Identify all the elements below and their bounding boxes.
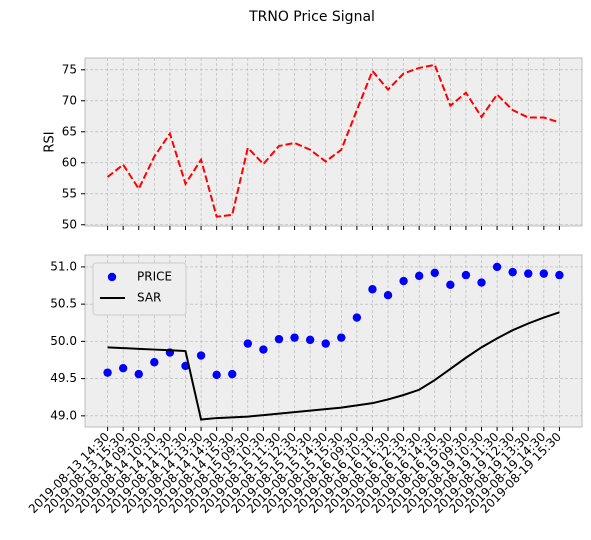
- price-point: [228, 369, 237, 379]
- series-line: [106, 63, 560, 218]
- figure-title: TRNO Price Signal: [248, 9, 375, 25]
- series-line: [107, 311, 560, 421]
- price-point: [461, 270, 471, 280]
- price-point: [337, 333, 346, 342]
- y-tick-label: 49.5: [50, 371, 77, 385]
- y-tick-label: 50.0: [50, 334, 77, 348]
- y-tick-label: 50: [62, 217, 77, 231]
- price-point: [150, 358, 159, 367]
- y-tick-label: 50.5: [50, 297, 77, 311]
- price-point: [290, 333, 299, 342]
- price-point: [118, 363, 128, 373]
- price-point: [555, 270, 564, 280]
- price-point: [305, 335, 315, 345]
- price-point: [399, 276, 408, 286]
- price-point: [414, 271, 424, 281]
- price-point: [196, 351, 206, 360]
- price-point: [524, 269, 533, 278]
- y-tick-label: 51.0: [50, 259, 77, 273]
- price-point: [243, 339, 253, 348]
- y-tick-label: 55: [62, 186, 77, 200]
- y-tick-label: 49.0: [50, 408, 77, 422]
- price-point: [368, 285, 377, 294]
- y-axis-label: RSI: [43, 131, 58, 152]
- price-point: [274, 334, 284, 344]
- y-tick-label: 60: [62, 155, 77, 169]
- price-point: [321, 339, 330, 348]
- legend-label: SAR: [137, 291, 161, 305]
- price-point: [383, 291, 393, 300]
- price-point: [477, 278, 486, 287]
- price-point: [103, 368, 112, 377]
- price-point: [539, 269, 549, 278]
- y-tick-label: 65: [62, 124, 77, 138]
- price-point: [508, 267, 517, 277]
- price-point: [492, 262, 502, 272]
- price-point: [446, 280, 455, 289]
- price-point: [212, 370, 221, 380]
- legend-label: PRICE: [137, 270, 172, 284]
- price-point: [352, 313, 362, 322]
- legend-marker: [107, 272, 117, 282]
- y-tick-label: 75: [62, 62, 77, 76]
- legend-box: [92, 262, 187, 316]
- price-point: [134, 369, 143, 379]
- price-point: [259, 345, 268, 354]
- plot-area: [84, 57, 583, 227]
- y-tick-label: 70: [62, 93, 77, 107]
- price-point: [430, 268, 439, 278]
